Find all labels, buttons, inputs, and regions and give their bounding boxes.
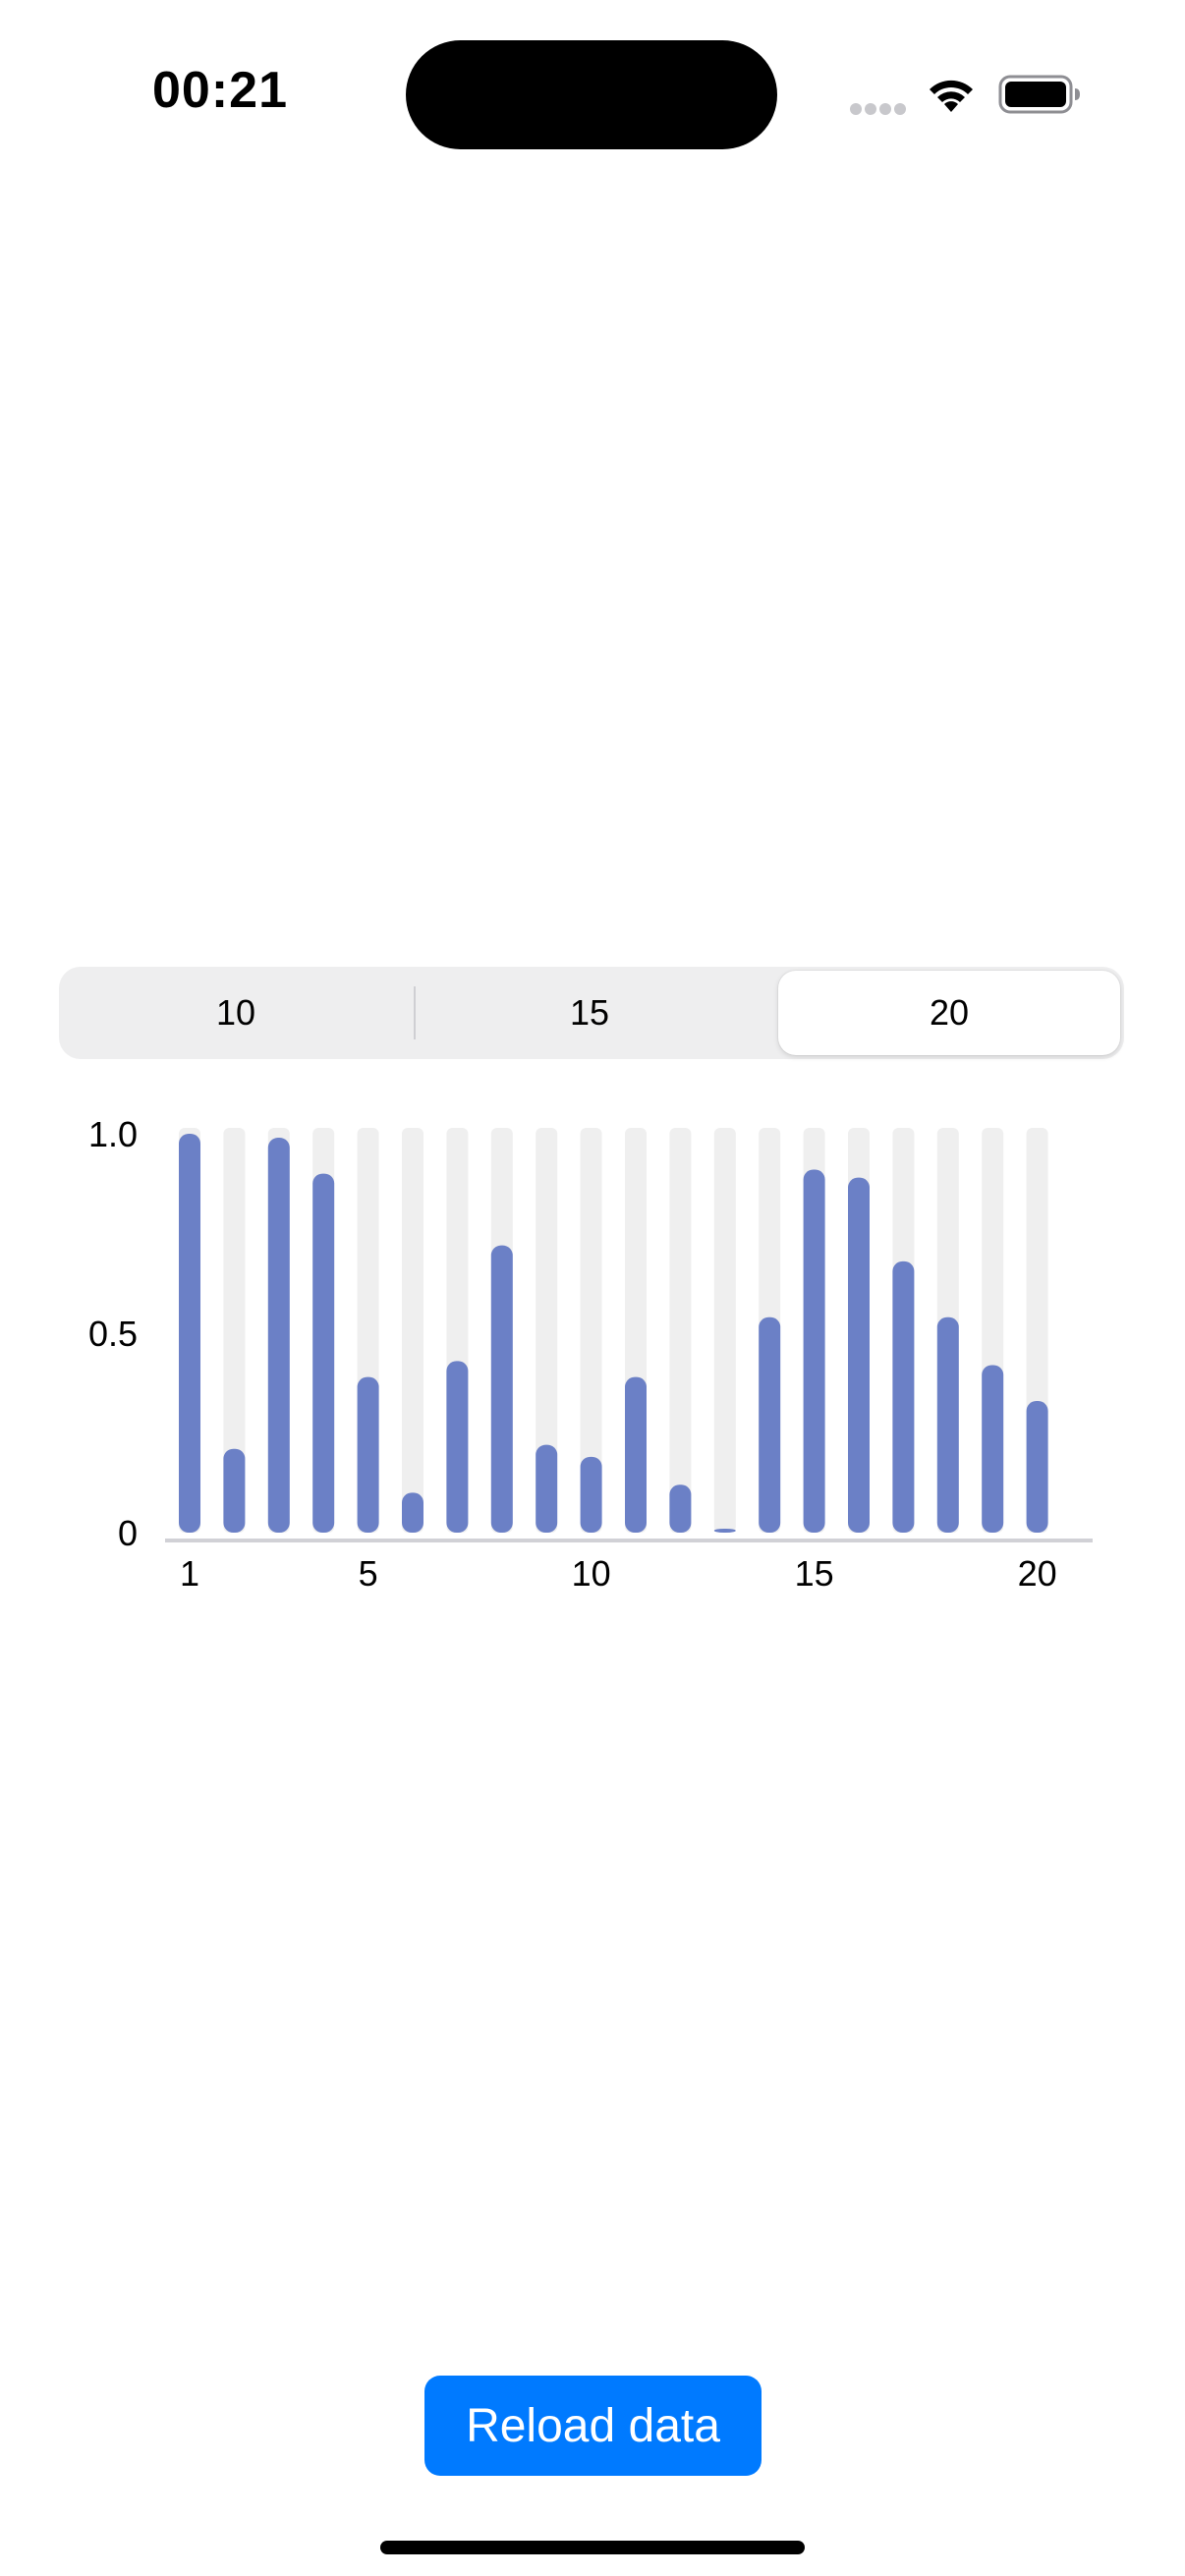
x-axis-line: [165, 1539, 1093, 1542]
bar-track: [669, 1128, 692, 1533]
bar: [357, 1376, 379, 1533]
battery-icon: [998, 75, 1080, 114]
bar: [267, 1138, 290, 1533]
wifi-icon: [930, 80, 973, 112]
bar: [848, 1177, 870, 1533]
bar-track: [536, 1128, 558, 1533]
bar: [803, 1169, 825, 1533]
bar: [713, 1528, 736, 1533]
bar: [936, 1316, 959, 1533]
y-tick-label: 0: [118, 1513, 138, 1553]
y-tick-label: 0.5: [88, 1314, 138, 1354]
reload-data-button[interactable]: Reload data: [424, 2376, 762, 2476]
x-tick-label: 20: [1018, 1553, 1057, 1594]
cellular-signal-icon: [850, 103, 906, 115]
bar: [536, 1444, 558, 1533]
bar-track: [223, 1128, 246, 1533]
bar: [223, 1448, 246, 1533]
bar: [669, 1484, 692, 1533]
segment-15[interactable]: 15: [569, 992, 610, 1033]
bar: [759, 1316, 781, 1533]
x-tick-label: 10: [572, 1553, 611, 1594]
bar-track: [713, 1128, 736, 1533]
home-indicator: [380, 2541, 805, 2554]
bar: [580, 1456, 602, 1533]
bar: [892, 1260, 915, 1533]
bar: [312, 1173, 335, 1533]
bar: [402, 1492, 423, 1533]
bar: [625, 1376, 647, 1533]
x-tick-label: 5: [359, 1553, 378, 1594]
bar: [446, 1361, 469, 1533]
bar-track: [580, 1128, 602, 1533]
bar-count-segmented-control: 10 15 20: [59, 967, 1124, 1059]
segment-10[interactable]: 10: [215, 992, 256, 1033]
segment-20-selected[interactable]: 20: [778, 971, 1120, 1055]
bar: [1026, 1401, 1048, 1533]
bar: [179, 1134, 200, 1533]
dynamic-island: [406, 40, 777, 149]
segment-divider: [414, 986, 416, 1039]
y-tick-label: 1.0: [88, 1114, 138, 1154]
bar-chart: 00.51.01 5 10 15 20: [88, 1114, 1093, 1594]
x-tick-label: 15: [795, 1553, 834, 1594]
bar: [490, 1245, 513, 1533]
bar-track: [402, 1128, 423, 1533]
bar: [982, 1365, 1004, 1533]
x-tick-label: 1: [180, 1553, 199, 1594]
status-time: 00:21: [152, 62, 288, 119]
